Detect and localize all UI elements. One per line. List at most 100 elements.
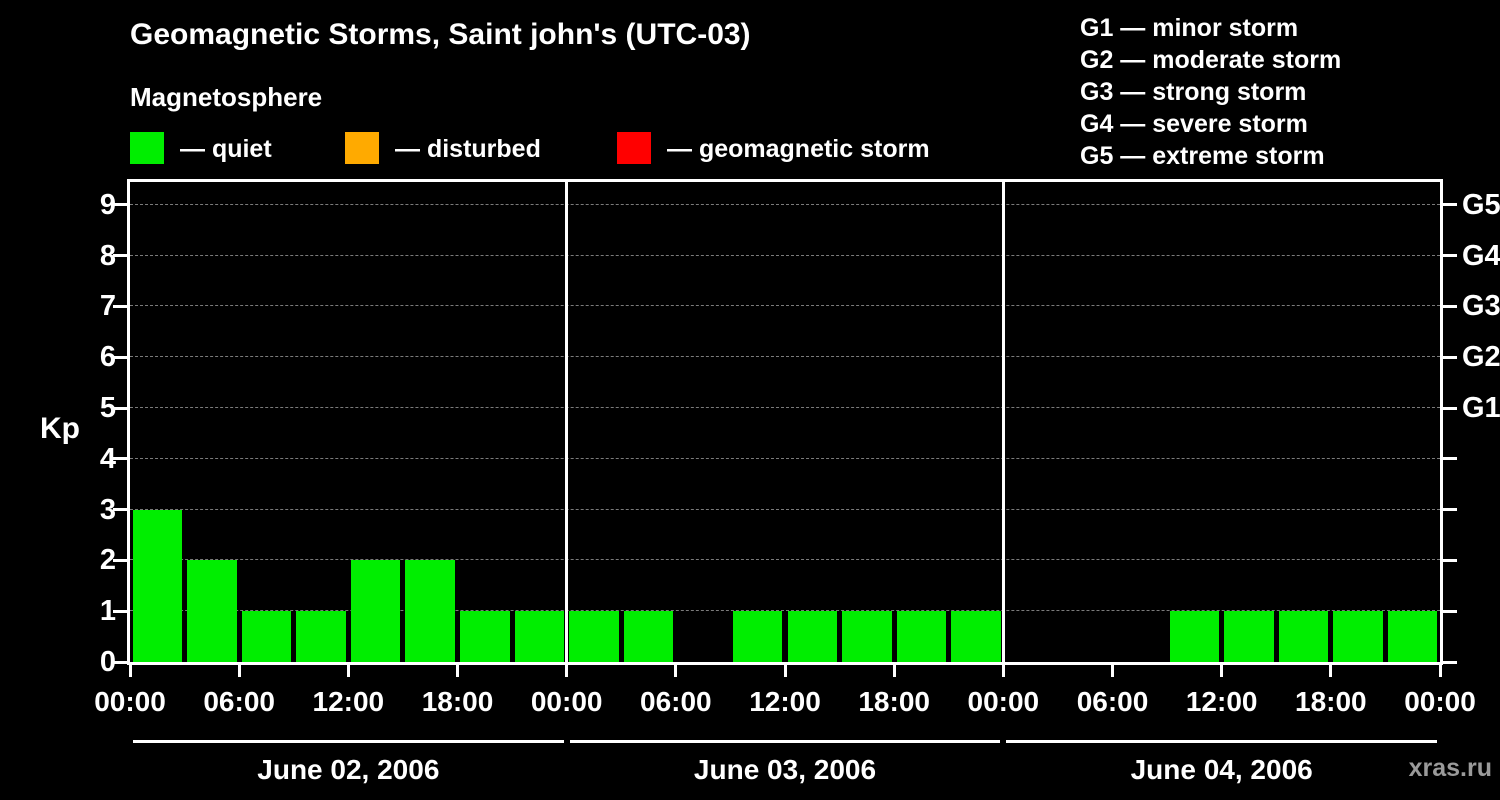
x-axis-tick xyxy=(1329,665,1333,677)
y-axis-tick xyxy=(1443,304,1457,308)
kp-bar xyxy=(241,611,292,662)
day-bracket-line xyxy=(1006,740,1437,743)
x-axis-tick xyxy=(128,665,132,677)
kp-bar xyxy=(1278,611,1329,662)
gridline xyxy=(130,254,1440,256)
day-divider-line xyxy=(1001,182,1005,662)
x-tick-label: 18:00 xyxy=(1295,686,1367,717)
x-axis-tick xyxy=(1220,665,1224,677)
chart-subtitle: Magnetosphere xyxy=(130,82,323,112)
kp-bar xyxy=(787,611,838,662)
y-axis-label: 1 xyxy=(99,595,116,628)
y-axis-tick xyxy=(1443,609,1457,613)
y-axis-tick xyxy=(1443,457,1457,461)
g4-legend-line: G4 — severe storm xyxy=(1080,110,1308,138)
day-divider-line xyxy=(565,182,569,662)
y-axis-label: 4 xyxy=(99,442,116,475)
y-axis-tick xyxy=(1443,355,1457,359)
g3-legend-line: G3 — strong storm xyxy=(1080,78,1307,106)
y-axis-tick xyxy=(113,355,127,359)
kp-bar xyxy=(132,509,183,662)
day-date-label: June 04, 2006 xyxy=(1130,754,1313,785)
day-bracket-line xyxy=(133,740,564,743)
x-axis-tick xyxy=(1001,665,1005,677)
x-axis-tick xyxy=(1438,665,1442,677)
plot-frame xyxy=(127,179,1443,665)
g-axis-label: G4 xyxy=(1462,239,1500,272)
y-axis-tick xyxy=(113,508,127,512)
x-tick-label: 12:00 xyxy=(312,686,385,717)
gridline xyxy=(130,559,1440,561)
day-bracket-line xyxy=(569,740,1001,743)
y-axis-tick xyxy=(1443,203,1457,207)
x-axis-tick xyxy=(565,665,569,677)
kp-bar xyxy=(623,611,674,662)
y-axis-tick xyxy=(1443,508,1457,512)
quiet-legend-label: — quiet xyxy=(180,135,272,163)
kp-bar xyxy=(1333,611,1383,662)
x-tick-label: 12:00 xyxy=(749,686,821,717)
chart-title: Geomagnetic Storms, Saint john's (UTC-03… xyxy=(130,18,751,51)
kp-bar xyxy=(569,611,619,662)
x-axis-tick xyxy=(674,665,678,677)
x-tick-label: 18:00 xyxy=(421,686,494,717)
kp-bar xyxy=(350,560,401,662)
kp-bar xyxy=(896,611,947,662)
y-axis-tick xyxy=(1443,406,1457,410)
kp-bar xyxy=(514,611,565,662)
kp-bar xyxy=(187,560,237,662)
y-axis-label: 6 xyxy=(99,341,116,374)
kp-bar xyxy=(405,560,455,662)
x-tick-label: 00:00 xyxy=(1404,686,1476,717)
g-axis-label: G2 xyxy=(1462,341,1500,374)
x-axis-tick xyxy=(1111,665,1114,677)
y-axis-tick xyxy=(1443,254,1457,258)
x-tick-label: 06:00 xyxy=(640,686,712,717)
x-tick-label: 18:00 xyxy=(858,686,930,717)
kp-bar xyxy=(951,611,1001,662)
g-axis-label: G1 xyxy=(1462,392,1500,425)
g5-legend-line: G5 — extreme storm xyxy=(1080,142,1325,170)
gridline xyxy=(130,457,1440,459)
y-axis-label: 8 xyxy=(99,239,116,272)
g-axis-label: G5 xyxy=(1462,188,1500,221)
disturbed-legend-label: — disturbed xyxy=(395,135,541,163)
gridline xyxy=(130,305,1440,307)
kp-bar xyxy=(732,611,783,662)
x-axis-tick xyxy=(892,665,896,677)
y-axis-tick xyxy=(1443,660,1457,664)
y-axis-tick xyxy=(113,457,127,461)
x-axis-tick xyxy=(237,665,241,677)
quiet-color-swatch xyxy=(130,132,164,164)
day-date-label: June 03, 2006 xyxy=(693,754,877,785)
kp-bar xyxy=(1224,611,1274,662)
g1-legend-line: G1 — minor storm xyxy=(1080,14,1299,42)
kp-bar xyxy=(460,611,510,662)
gridline xyxy=(130,356,1440,358)
y-axis-tick xyxy=(113,406,127,410)
disturbed-color-swatch xyxy=(345,132,379,164)
g-scale-legend: G1 — minor storm G2 — moderate storm G3 … xyxy=(1080,12,1341,172)
x-tick-label: 06:00 xyxy=(203,686,275,717)
gridline xyxy=(130,203,1440,205)
x-tick-label: 12:00 xyxy=(1185,686,1258,717)
y-axis-label: 7 xyxy=(99,290,116,323)
gridline xyxy=(130,508,1440,510)
x-axis-tick xyxy=(783,665,787,677)
storm-color-swatch xyxy=(617,132,651,164)
gridline xyxy=(130,610,1440,612)
x-tick-label: 00:00 xyxy=(94,686,166,717)
y-axis-label: 9 xyxy=(99,188,116,221)
x-tick-label: 00:00 xyxy=(530,686,603,717)
g2-legend-line: G2 — moderate storm xyxy=(1080,46,1342,74)
y-axis-tick xyxy=(1443,558,1457,562)
y-axis-tick xyxy=(113,558,127,562)
kp-bar xyxy=(296,611,346,662)
x-axis-tick xyxy=(346,665,350,677)
y-axis-label: 5 xyxy=(99,392,116,425)
y-axis-tick xyxy=(113,609,127,613)
y-axis-tick xyxy=(113,203,127,207)
storm-legend-label: — geomagnetic storm xyxy=(667,135,930,163)
watermark: xras.ru xyxy=(1408,754,1492,782)
